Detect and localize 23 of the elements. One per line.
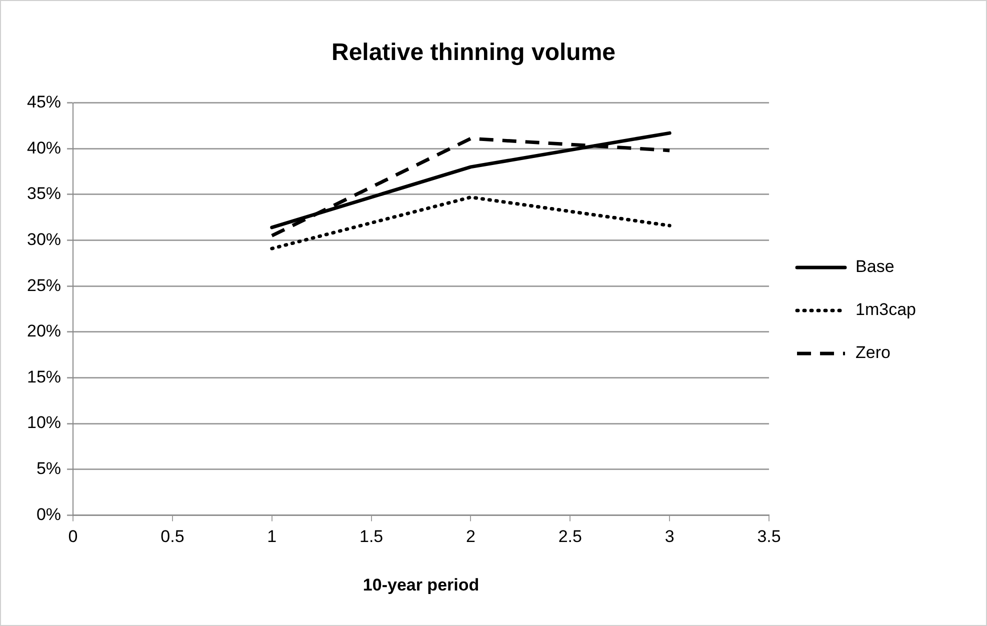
- y-tick-label: 30%: [26, 230, 62, 249]
- x-tick-label: 2.5: [558, 527, 582, 546]
- y-tick-label: 35%: [26, 184, 62, 204]
- x-tick-label: 1.5: [359, 527, 384, 546]
- legend-label: Zero: [856, 343, 890, 362]
- y-tick-label: 45%: [26, 92, 62, 112]
- y-tick-label: 15%: [26, 367, 62, 386]
- y-tick-label: 25%: [26, 276, 62, 295]
- y-tick-label: 5%: [36, 459, 62, 478]
- x-tick-label: 0: [68, 527, 78, 546]
- y-tick-label: 0%: [36, 504, 62, 524]
- x-tick-label: 3: [664, 527, 674, 546]
- x-tick-label: 1: [267, 527, 277, 546]
- y-tick-label: 10%: [26, 413, 62, 432]
- x-tick-label: 0.5: [160, 527, 184, 546]
- x-axis-title: 10-year period: [362, 575, 480, 594]
- legend-label: 1m3cap: [856, 300, 916, 320]
- y-tick-label: 20%: [26, 322, 62, 341]
- chart-title: Relative thinning volume: [331, 39, 616, 66]
- y-tick-label: 40%: [26, 138, 62, 158]
- legend-label: Base: [856, 257, 894, 276]
- x-tick-label: 3.5: [757, 527, 781, 546]
- x-tick-label: 2: [466, 527, 476, 546]
